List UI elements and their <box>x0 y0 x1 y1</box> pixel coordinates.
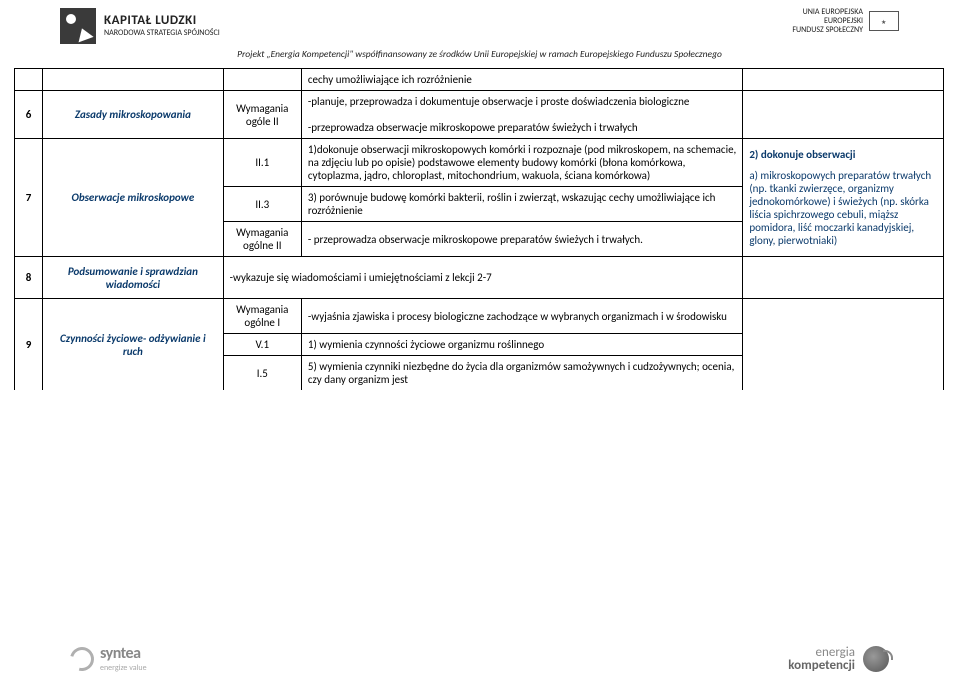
project-subtitle: Projekt „Energia Kompetencji" współfinan… <box>0 46 959 68</box>
logo-eu: UNIA EUROPEJSKA EUROPEJSKI FUNDUSZ SPOŁE… <box>792 8 899 34</box>
logo-energia: energia kompetencji <box>788 644 889 673</box>
cell-desc: 1)dokonuje obserwacji mikroskopowych kom… <box>301 139 742 187</box>
cell-desc: 3) porównuje budowę komórki bakterii, ro… <box>301 187 742 222</box>
page-footer: syntea energize value energia kompetencj… <box>0 644 959 673</box>
energia-line1: energia <box>788 646 855 659</box>
eu-text: UNIA EUROPEJSKA EUROPEJSKI FUNDUSZ SPOŁE… <box>792 8 863 34</box>
extra-body: a) mikroskopowych preparatów trwałych (n… <box>749 169 937 247</box>
syntea-tagline: energize value <box>100 663 147 673</box>
kapital-ludzki-icon <box>60 8 96 44</box>
extra-heading: 2) dokonuje obserwacji <box>749 148 937 161</box>
curriculum-table: cechy umożliwiające ich rozróżnienie 6 Z… <box>14 68 944 390</box>
cell-topic: Obserwacje mikroskopowe <box>43 139 224 257</box>
cell-empty <box>743 91 944 139</box>
cell-desc: 5) wymienia czynniki niezbędne do życia … <box>301 356 742 391</box>
cell-req: II.1 <box>223 139 301 187</box>
logo-syntea: syntea energize value <box>70 644 147 673</box>
syntea-name: syntea <box>100 644 147 663</box>
cell-num: 9 <box>15 299 43 391</box>
logo-left-line2: NARODOWA STRATEGIA SPÓJNOŚCI <box>104 29 220 38</box>
cell-desc: -planuje, przeprowadza i dokumentuje obs… <box>301 91 742 139</box>
energia-text: energia kompetencji <box>788 646 855 672</box>
cell-num: 6 <box>15 91 43 139</box>
eu-flag-icon <box>869 11 899 31</box>
cell-req: Wymagania ogólne I <box>223 299 301 334</box>
cell-empty <box>43 69 224 91</box>
cell-desc: -wykazuje się wiadomościami i umiejętnoś… <box>223 257 743 299</box>
cell-empty <box>15 69 43 91</box>
syntea-text: syntea energize value <box>100 644 147 673</box>
cell-desc: cechy umożliwiające ich rozróżnienie <box>301 69 742 91</box>
cell-empty <box>743 299 944 391</box>
table-row: 7 Obserwacje mikroskopowe II.1 1)dokonuj… <box>15 139 944 187</box>
eu-line3: FUNDUSZ SPOŁECZNY <box>792 26 863 35</box>
cell-topic: Podsumowanie i sprawdzian wiadomości <box>43 257 224 299</box>
cell-req: II.3 <box>223 187 301 222</box>
energia-line2: kompetencji <box>788 659 855 672</box>
cell-empty <box>743 257 944 299</box>
table-row: 8 Podsumowanie i sprawdzian wiadomości -… <box>15 257 944 299</box>
cell-topic: Czynności życiowe- odżywianie i ruch <box>43 299 224 391</box>
cell-req: Wymagania ogóle II <box>223 91 301 139</box>
table-row: 6 Zasady mikroskopowania Wymagania ogóle… <box>15 91 944 139</box>
cell-desc: - przeprowadza obserwacje mikroskopowe p… <box>301 222 742 257</box>
cell-num: 7 <box>15 139 43 257</box>
table-row: 9 Czynności życiowe- odżywianie i ruch W… <box>15 299 944 334</box>
cell-topic: Zasady mikroskopowania <box>43 91 224 139</box>
logo-kapital-ludzki: KAPITAŁ LUDZKI NARODOWA STRATEGIA SPÓJNO… <box>60 8 220 44</box>
cell-empty <box>743 69 944 91</box>
cell-extra: 2) dokonuje obserwacji a) mikroskopowych… <box>743 139 944 257</box>
logo-left-line1: KAPITAŁ LUDZKI <box>104 14 220 28</box>
cell-req: V.1 <box>223 334 301 356</box>
cell-req: Wymagania ogólne II <box>223 222 301 257</box>
cell-desc: 1) wymienia czynności życiowe organizmu … <box>301 334 742 356</box>
syntea-icon <box>66 642 99 675</box>
table-row: cechy umożliwiające ich rozróżnienie <box>15 69 944 91</box>
energia-icon <box>863 646 889 672</box>
kapital-ludzki-text: KAPITAŁ LUDZKI NARODOWA STRATEGIA SPÓJNO… <box>104 14 220 37</box>
cell-empty <box>223 69 301 91</box>
cell-req: I.5 <box>223 356 301 391</box>
page-header: KAPITAŁ LUDZKI NARODOWA STRATEGIA SPÓJNO… <box>0 0 959 46</box>
cell-num: 8 <box>15 257 43 299</box>
cell-desc: -wyjaśnia zjawiska i procesy biologiczne… <box>301 299 742 334</box>
